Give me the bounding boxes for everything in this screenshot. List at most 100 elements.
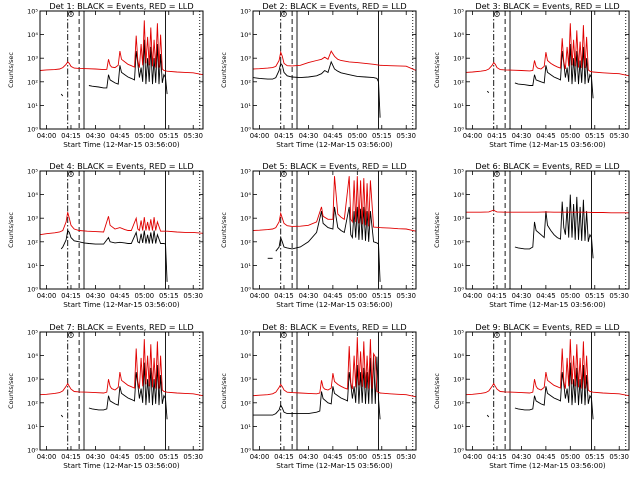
x-tick-label: 05:30 xyxy=(609,292,629,300)
x-axis-label: Start Time (12-Mar-15 03:56:00) xyxy=(276,461,393,470)
x-tick-label: 04:30 xyxy=(86,292,106,300)
x-axis-label: Start Time (12-Mar-15 03:56:00) xyxy=(276,300,393,309)
y-tick-label: 10⁰ xyxy=(27,126,38,134)
x-tick-label: 05:15 xyxy=(372,453,392,461)
x-tick-label: 04:00 xyxy=(37,292,57,300)
x-axis-label: Start Time (12-Mar-15 03:56:00) xyxy=(276,140,393,149)
y-tick-label: 10² xyxy=(240,78,251,86)
events-series-line xyxy=(60,93,64,97)
x-tick-label: 05:15 xyxy=(372,292,392,300)
y-tick-label: 10³ xyxy=(240,55,251,63)
series-group xyxy=(40,212,203,282)
x-axis-label: Start Time (12-Mar-15 03:56:00) xyxy=(63,300,180,309)
y-tick-label: 10⁴ xyxy=(240,352,251,360)
series-group xyxy=(253,176,416,282)
y-axis-label: Counts/sec xyxy=(433,52,441,88)
detector-panel-8: Det 8: BLACK = Events, RED = LLD 10⁰ 10¹ 10… xyxy=(220,322,417,470)
x-axis-label: Start Time (12-Mar-15 03:56:00) xyxy=(489,300,606,309)
x-tick-label: 05:30 xyxy=(183,453,203,461)
y-tick-label: 10⁰ xyxy=(27,286,38,294)
x-tick-label: 04:45 xyxy=(110,292,130,300)
series-group xyxy=(466,194,629,259)
panel-title: Det 7: BLACK = Events, RED = LLD xyxy=(49,322,193,332)
y-axis-label: Counts/sec xyxy=(7,52,15,88)
y-tick-label: 10¹ xyxy=(27,423,38,431)
marker-o-symbol xyxy=(68,171,74,177)
x-axis-label: Start Time (12-Mar-15 03:56:00) xyxy=(489,461,606,470)
y-axis-label: Counts/sec xyxy=(7,373,15,409)
y-tick-label: 10² xyxy=(453,78,464,86)
x-tick-label: 04:00 xyxy=(250,132,270,140)
y-tick-label: 10⁰ xyxy=(453,447,464,455)
plot-frame xyxy=(252,170,417,290)
x-tick-label: 04:30 xyxy=(299,132,319,140)
panel-title: Det 9: BLACK = Events, RED = LLD xyxy=(475,322,619,332)
x-tick-label: 05:30 xyxy=(396,292,416,300)
plot-frame xyxy=(252,331,417,451)
y-tick-label: 10² xyxy=(453,399,464,407)
y-tick-label: 10⁰ xyxy=(240,447,251,455)
y-tick-label: 10¹ xyxy=(27,102,38,110)
y-tick-label: 10⁵ xyxy=(453,8,464,16)
x-tick-label: 04:00 xyxy=(250,453,270,461)
x-tick-label: 05:00 xyxy=(561,453,581,461)
y-tick-label: 10² xyxy=(27,78,38,86)
x-tick-label: 05:15 xyxy=(585,453,605,461)
x-tick-label: 04:00 xyxy=(37,453,57,461)
marker-o-symbol xyxy=(68,11,74,17)
x-tick-label: 05:15 xyxy=(585,292,605,300)
detector-panel-7: Det 7: BLACK = Events, RED = LLD 10⁰ 10¹ 10… xyxy=(7,322,204,470)
y-tick-label: 10³ xyxy=(240,215,251,223)
x-tick-label: 05:30 xyxy=(183,292,203,300)
plot-frame xyxy=(465,170,630,290)
marker-o-symbol xyxy=(494,171,500,177)
x-tick-label: 05:15 xyxy=(159,453,179,461)
y-tick-label: 10³ xyxy=(27,376,38,384)
panel-title: Det 1: BLACK = Events, RED = LLD xyxy=(49,1,193,11)
x-tick-label: 04:45 xyxy=(323,292,343,300)
x-tick-label: 04:00 xyxy=(250,292,270,300)
x-tick-label: 04:45 xyxy=(536,453,556,461)
events-series-line xyxy=(486,414,490,418)
events-series-line xyxy=(514,194,594,259)
x-tick-label: 04:15 xyxy=(274,132,294,140)
x-tick-label: 04:15 xyxy=(61,292,81,300)
x-tick-label: 04:45 xyxy=(110,453,130,461)
panel-title: Det 2: BLACK = Events, RED = LLD xyxy=(262,1,406,11)
y-tick-label: 10⁴ xyxy=(27,352,38,360)
y-tick-label: 10⁵ xyxy=(27,8,38,16)
x-tick-label: 04:15 xyxy=(274,453,294,461)
y-tick-label: 10⁰ xyxy=(453,286,464,294)
x-tick-label: 05:00 xyxy=(348,132,368,140)
y-tick-label: 10⁴ xyxy=(27,31,38,39)
y-axis-label: Counts/sec xyxy=(220,52,228,88)
x-tick-label: 04:45 xyxy=(323,132,343,140)
x-tick-label: 04:45 xyxy=(536,292,556,300)
marker-o-symbol xyxy=(494,332,500,338)
events-series-line xyxy=(514,43,594,99)
marker-o-symbol xyxy=(68,332,74,338)
x-tick-label: 05:30 xyxy=(396,453,416,461)
x-tick-label: 05:15 xyxy=(159,292,179,300)
x-tick-label: 04:00 xyxy=(463,132,483,140)
lld-series-line xyxy=(466,209,629,214)
y-tick-label: 10² xyxy=(453,238,464,246)
y-tick-label: 10⁵ xyxy=(240,168,251,176)
x-tick-label: 04:30 xyxy=(299,453,319,461)
panel-title: Det 8: BLACK = Events, RED = LLD xyxy=(262,322,406,332)
events-series-line xyxy=(60,229,168,282)
y-tick-label: 10⁵ xyxy=(27,329,38,337)
series-group xyxy=(466,23,629,99)
y-tick-label: 10² xyxy=(240,399,251,407)
x-tick-label: 05:15 xyxy=(585,132,605,140)
x-tick-label: 05:00 xyxy=(561,292,581,300)
marker-o-symbol xyxy=(281,332,287,338)
x-tick-label: 04:30 xyxy=(512,132,532,140)
events-series-line xyxy=(88,39,168,95)
lld-series-line xyxy=(253,337,416,398)
x-tick-label: 04:15 xyxy=(61,453,81,461)
x-tick-label: 04:15 xyxy=(61,132,81,140)
series-group xyxy=(466,339,629,420)
x-tick-label: 05:15 xyxy=(372,132,392,140)
